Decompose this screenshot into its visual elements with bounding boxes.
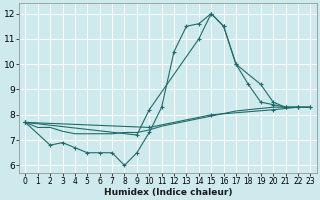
X-axis label: Humidex (Indice chaleur): Humidex (Indice chaleur) [104,188,232,197]
